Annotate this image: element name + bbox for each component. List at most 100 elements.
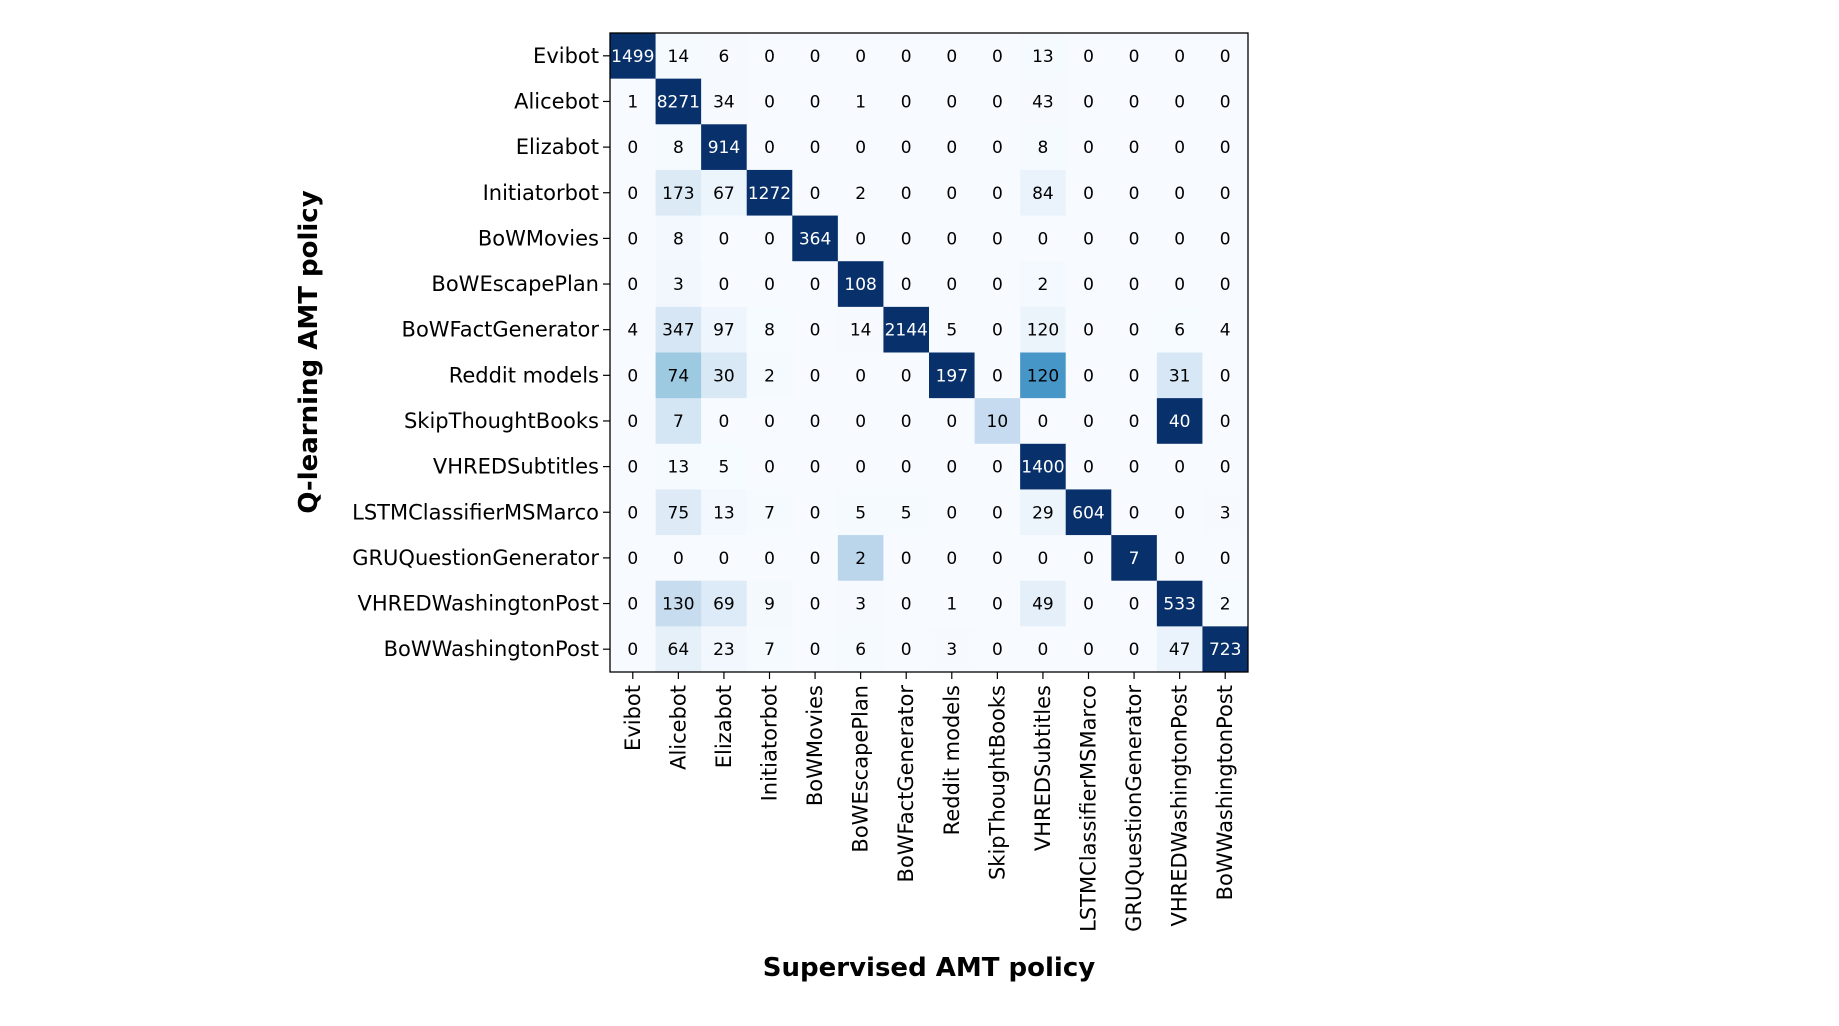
cell-value-label: 0 — [1129, 229, 1140, 249]
heatmap-cell — [610, 124, 657, 171]
cell-value-label: 0 — [855, 366, 866, 386]
cell-value-label: 0 — [1129, 92, 1140, 112]
heatmap-cell — [1156, 489, 1203, 536]
heatmap-cell — [883, 33, 930, 80]
cell-value-label: 0 — [855, 138, 866, 158]
heatmap-cell — [974, 352, 1021, 399]
cell-value-label: 0 — [1220, 458, 1231, 478]
cell-value-label: 0 — [946, 275, 957, 295]
heatmap-cell — [610, 33, 657, 80]
heatmap-cell — [1156, 535, 1203, 582]
cell-value-label: 13 — [713, 503, 735, 523]
heatmap-cell — [1020, 398, 1067, 445]
heatmap-cell — [974, 261, 1021, 308]
cell-value-label: 3 — [673, 275, 684, 295]
heatmap-cell — [1020, 78, 1067, 125]
heatmap-cell — [1020, 169, 1067, 217]
heatmap-cell — [655, 169, 702, 217]
heatmap-cell — [1020, 352, 1067, 399]
heatmap-cell — [746, 626, 793, 673]
cell-value-label: 5 — [719, 458, 730, 478]
heatmap-cell — [610, 306, 657, 353]
cell-value-label: 0 — [946, 549, 957, 569]
cell-value-label: 0 — [901, 275, 912, 295]
heatmap-cell — [610, 352, 657, 399]
heatmap-cell — [837, 489, 884, 536]
cell-value-label: 0 — [1129, 138, 1140, 158]
y-tick-label: Initiatorbot — [483, 181, 599, 205]
heatmap-cell — [746, 306, 793, 353]
heatmap-cell — [883, 352, 930, 399]
cell-value-label: 0 — [1083, 366, 1094, 386]
heatmap-cell — [1111, 124, 1158, 171]
cell-value-label: 8 — [764, 321, 775, 341]
heatmap-cell — [610, 215, 657, 262]
heatmap-cell — [701, 78, 748, 125]
y-tick-label: Reddit models — [449, 363, 599, 387]
heatmap-cell — [610, 580, 657, 627]
cell-value-label: 64 — [668, 640, 690, 660]
cell-value-label: 0 — [1174, 184, 1185, 204]
cell-value-label: 0 — [1174, 229, 1185, 249]
heatmap-cell — [974, 169, 1021, 217]
cell-value-label: 0 — [901, 184, 912, 204]
cell-value-label: 120 — [1027, 366, 1059, 386]
cell-value-label: 2 — [764, 366, 775, 386]
heatmap-cell — [1156, 215, 1203, 262]
cell-value-label: 0 — [764, 47, 775, 67]
cell-value-label: 0 — [992, 138, 1003, 158]
cell-value-label: 0 — [992, 366, 1003, 386]
heatmap-cell — [746, 215, 793, 262]
cell-value-label: 108 — [844, 275, 876, 295]
cell-value-label: 0 — [1083, 458, 1094, 478]
x-tick-label: BoWFactGenerator — [894, 685, 918, 883]
x-tick-label: Initiatorbot — [758, 685, 782, 801]
x-tick-label: VHREDSubtitles — [1031, 685, 1055, 851]
cell-value-label: 0 — [627, 503, 638, 523]
heatmap-cell — [929, 78, 976, 125]
heatmap-cell — [837, 352, 884, 399]
cell-value-label: 723 — [1209, 640, 1241, 660]
heatmap-cell — [701, 306, 748, 353]
cell-value-label: 0 — [992, 458, 1003, 478]
heatmap-cell — [701, 169, 748, 217]
heatmap-cell — [792, 535, 839, 582]
heatmap-cell — [974, 78, 1021, 125]
cell-value-label: 2 — [855, 549, 866, 569]
cell-value-label: 0 — [1129, 595, 1140, 615]
cell-value-label: 0 — [719, 412, 730, 432]
cell-value-label: 0 — [810, 458, 821, 478]
heatmap-cell — [746, 535, 793, 582]
heatmap-cell — [701, 215, 748, 262]
cell-value-label: 0 — [1129, 47, 1140, 67]
x-tick-label: BoWWashingtonPost — [1213, 685, 1237, 900]
heatmap-cell — [792, 398, 839, 445]
cell-value-label: 0 — [810, 640, 821, 660]
heatmap-cell — [1111, 78, 1158, 125]
cell-value-label: 47 — [1169, 640, 1191, 660]
heatmap-cell — [883, 169, 930, 217]
heatmap-cell — [655, 78, 702, 125]
cell-value-label: 0 — [1083, 549, 1094, 569]
heatmap-cell — [929, 215, 976, 262]
cell-value-label: 0 — [764, 229, 775, 249]
heatmap-cell — [746, 261, 793, 308]
heatmap-cell — [746, 78, 793, 125]
y-tick-label: LSTMClassifierMSMarco — [352, 500, 599, 524]
heatmap-cell — [746, 352, 793, 399]
heatmap-cell — [1202, 443, 1249, 490]
cell-value-label: 2 — [855, 184, 866, 204]
heatmap-cell — [792, 124, 839, 171]
heatmap-cell — [929, 580, 976, 627]
heatmap-cell — [974, 489, 1021, 536]
cell-value-label: 30 — [713, 366, 735, 386]
heatmap-cell — [701, 398, 748, 445]
heatmap-cell — [1020, 626, 1067, 673]
cell-value-label: 34 — [713, 92, 735, 112]
heatmap-cell — [837, 261, 884, 308]
x-tick-label: SkipThoughtBooks — [985, 685, 1009, 880]
heatmap-cell — [792, 580, 839, 627]
cell-value-label: 1400 — [1021, 458, 1064, 478]
cell-value-label: 6 — [855, 640, 866, 660]
cell-value-label: 0 — [1083, 184, 1094, 204]
